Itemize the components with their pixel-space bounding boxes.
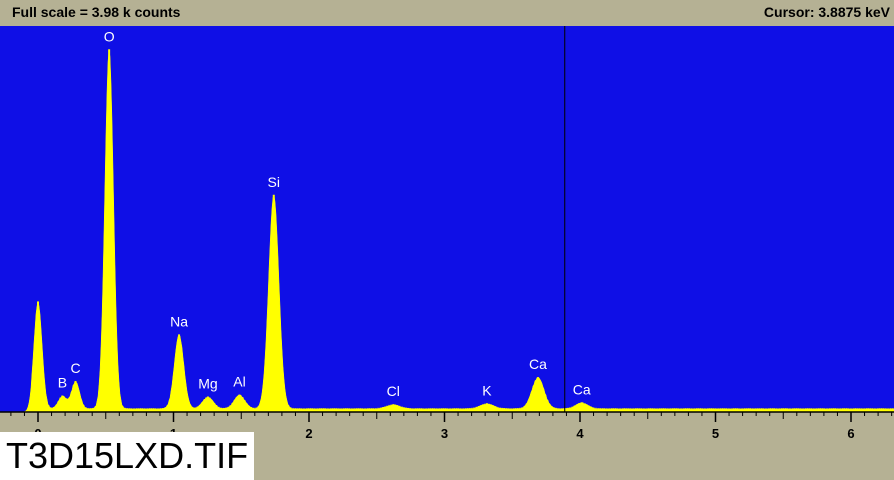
peak-label: Na: [170, 313, 188, 329]
status-bar: Full scale = 3.98 k counts Cursor: 3.887…: [0, 0, 894, 26]
spectrum-area: [0, 50, 894, 413]
peak-label: Ca: [573, 381, 591, 397]
spectrum-layer: [0, 49, 894, 413]
x-tick-label: 3: [441, 426, 448, 441]
image-filename: T3D15LXD.TIF: [0, 432, 254, 480]
peak-labels: BC O Na Mg Al Si Cl K Ca Ca: [58, 28, 591, 399]
peak-label: O: [104, 28, 115, 44]
peak-label: Ca: [529, 356, 547, 372]
full-scale-readout: Full scale = 3.98 k counts: [12, 4, 181, 20]
peak-label: Al: [233, 374, 245, 390]
peak-label: K: [482, 382, 492, 398]
x-tick-label: 5: [712, 426, 719, 441]
peak-label: Cl: [387, 383, 400, 399]
cursor-readout: Cursor: 3.8875 keV: [763, 4, 890, 20]
peak-label: C: [70, 360, 80, 376]
peak-label: Si: [268, 174, 280, 190]
peak-label: Mg: [198, 375, 217, 391]
x-tick-label: 6: [847, 426, 854, 441]
x-tick-label: 2: [305, 426, 312, 441]
x-tick-label: 4: [576, 426, 584, 441]
plot-background: [0, 26, 894, 412]
peak-label: B: [58, 375, 67, 391]
